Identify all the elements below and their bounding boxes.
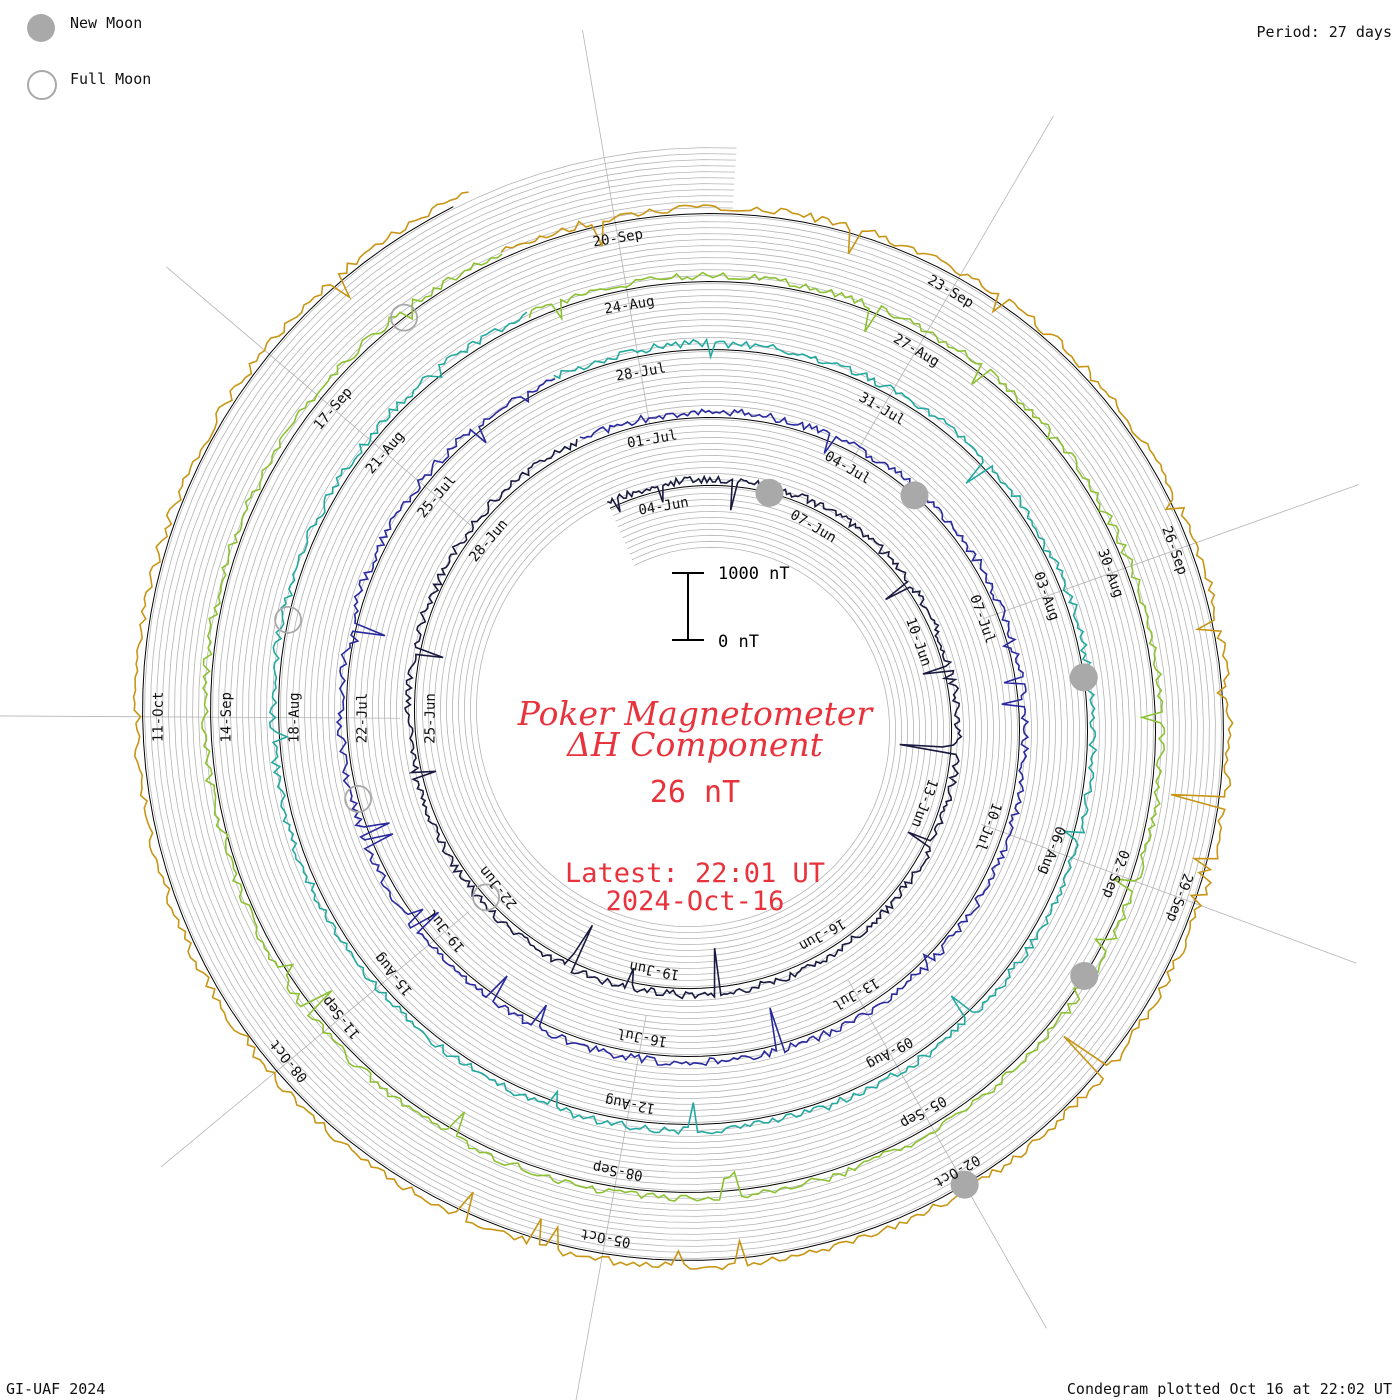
grid-spiral	[174, 177, 1192, 1229]
scale-bar-top-label: 1000 nT	[718, 564, 790, 584]
scale-bar-bottom-label: 0 nT	[718, 632, 759, 652]
full-moon-marker-2	[344, 785, 373, 813]
new-moon-marker-2	[900, 481, 929, 510]
date-label: 16-Jul	[616, 1025, 669, 1050]
grid-spoke	[848, 980, 1047, 1329]
baseline-spiral	[142, 206, 1224, 1261]
grid-spoke	[582, 29, 651, 425]
new-moon-legend-label: New Moon	[70, 14, 143, 32]
chart-title: Poker Magnetometer ΔH Component	[450, 694, 940, 764]
spoke-layer	[0, 29, 1360, 1400]
date-label: 25-Jun	[422, 693, 438, 744]
date-label: 18-Aug	[286, 692, 302, 743]
new-moon-marker-3	[1069, 663, 1098, 692]
baseline-layer	[142, 206, 1224, 1261]
date-label: 24-Aug	[603, 293, 656, 317]
date-label: 28-Jul	[615, 360, 668, 384]
date-label: 08-Sep	[591, 1158, 644, 1183]
date-label: 05-Oct	[579, 1225, 632, 1250]
grid-spiral	[156, 159, 1210, 1247]
trace-rotation-5	[132, 191, 1234, 1271]
grid-spoke	[982, 484, 1360, 620]
full-moon-legend-icon	[27, 70, 57, 100]
period-label: Period: 27 days	[1256, 23, 1392, 41]
new-moon-marker-1	[755, 478, 784, 507]
credit-label: GI-UAF 2024	[6, 1380, 106, 1398]
grid-layer	[144, 147, 1222, 1259]
grid-spoke	[575, 1015, 647, 1400]
grid-spiral	[204, 207, 1162, 1199]
trace-rotation-2	[335, 377, 1030, 1067]
date-label: 16-Jun	[796, 915, 848, 954]
date-label: 31-Jul	[856, 390, 908, 429]
grid-spoke	[166, 266, 472, 527]
full-moon-marker-3	[274, 605, 302, 634]
date-label: 19-Jun	[628, 958, 681, 983]
new-moon-legend-icon	[27, 14, 55, 42]
chart-title-line1: Poker Magnetometer	[517, 694, 873, 733]
moon-layer	[274, 303, 1099, 1199]
grid-spoke	[160, 911, 470, 1168]
date-label: 29-Sep	[1163, 871, 1196, 924]
date-label: 04-Jun	[637, 494, 690, 518]
trace-rotation-1	[404, 438, 963, 1000]
grid-spiral	[180, 183, 1186, 1223]
date-label: 11-Oct	[150, 692, 166, 743]
grid-spiral	[198, 201, 1168, 1205]
latest-time: Latest: 22:01 UT	[564, 858, 826, 889]
date-label: 07-Jun	[787, 507, 839, 546]
current-value: 26 nT	[649, 775, 741, 810]
date-label: 22-Jul	[354, 693, 370, 744]
chart-title-line2: ΔH Component	[567, 725, 823, 764]
date-label: 14-Sep	[218, 692, 234, 743]
grid-spoke	[0, 715, 401, 719]
date-label: 11-Sep	[319, 993, 364, 1042]
grid-spoke	[851, 115, 1054, 462]
latest-timestamp: Latest: 22:01 UT 2024-Oct-16	[450, 860, 940, 916]
grid-spiral	[144, 147, 1222, 1259]
latest-date: 2024-Oct-16	[605, 886, 785, 917]
date-label: 08-Oct	[267, 1036, 312, 1085]
new-moon-marker-5	[950, 1170, 979, 1199]
trace-rotation-4	[201, 253, 1166, 1202]
grid-spiral	[168, 171, 1198, 1235]
grid-spiral	[150, 153, 1216, 1253]
scale-bar: 1000 nT 0 nT	[672, 564, 790, 652]
date-label: 01-Jul	[626, 427, 679, 451]
full-moon-marker-1	[472, 883, 501, 912]
date-label: 12-Aug	[604, 1092, 657, 1117]
date-label: 23-Sep	[925, 272, 977, 311]
full-moon-legend-label: Full Moon	[70, 70, 152, 88]
date-label: 20-Sep	[592, 226, 645, 250]
full-moon-marker-4	[390, 303, 418, 332]
grid-spiral	[162, 165, 1204, 1241]
grid-spoke	[981, 823, 1357, 964]
plotted-timestamp: Condegram plotted Oct 16 at 22:02 UT	[1066, 1380, 1392, 1398]
grid-spiral	[186, 189, 1180, 1217]
date-label: 27-Aug	[890, 331, 942, 370]
new-moon-marker-4	[1070, 961, 1099, 990]
trace-layer	[132, 191, 1234, 1271]
trace-rotation-3	[268, 311, 1098, 1136]
date-label: 03-Aug	[1030, 570, 1062, 623]
date-label: 02-Sep	[1099, 847, 1132, 900]
grid-spiral	[192, 195, 1174, 1211]
